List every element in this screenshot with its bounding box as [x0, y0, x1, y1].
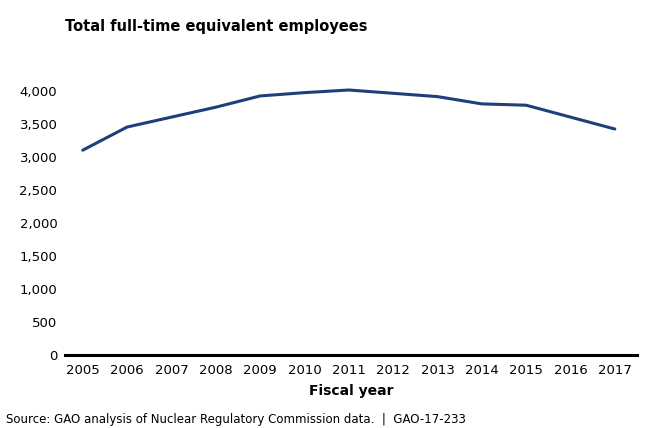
Text: Source: GAO analysis of Nuclear Regulatory Commission data.  |  GAO-17-233: Source: GAO analysis of Nuclear Regulato… — [6, 413, 467, 426]
Text: Total full-time equivalent employees: Total full-time equivalent employees — [65, 19, 367, 34]
X-axis label: Fiscal year: Fiscal year — [309, 384, 393, 398]
